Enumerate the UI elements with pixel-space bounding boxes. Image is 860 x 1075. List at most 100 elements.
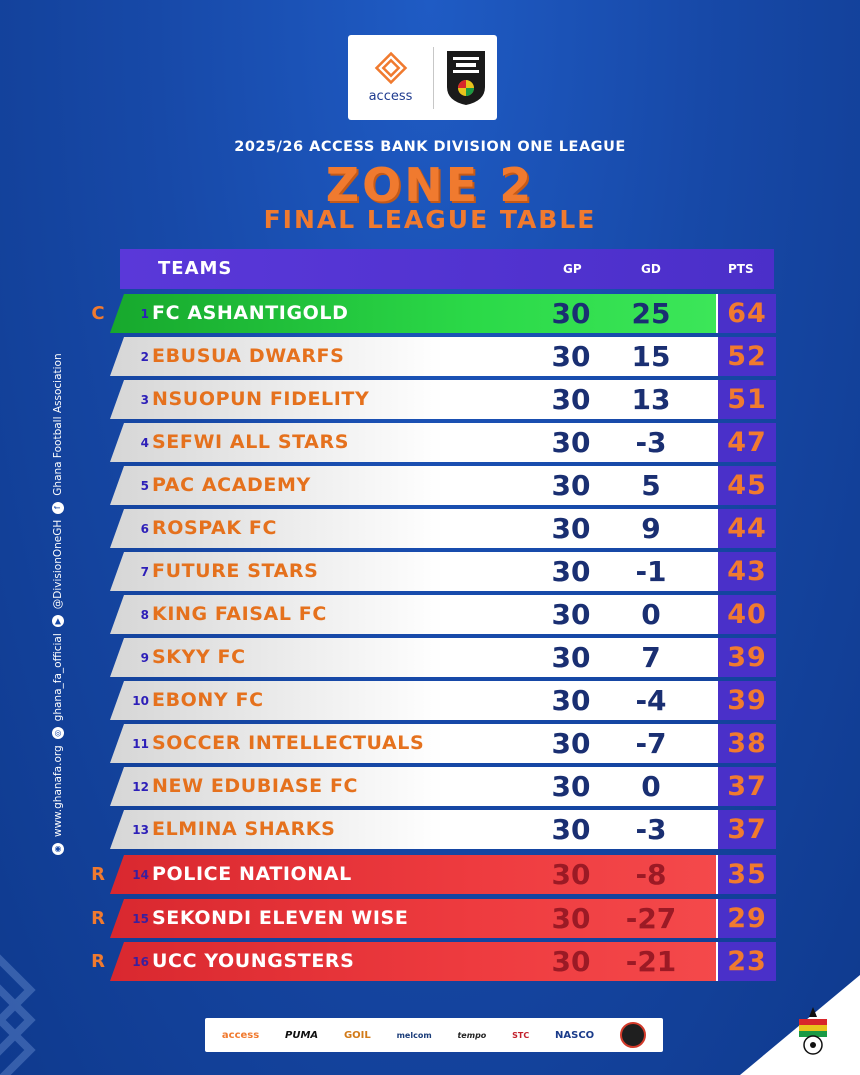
goal-difference: 5 (641, 469, 661, 502)
games-played: 30 (551, 512, 591, 545)
facebook-page[interactable]: Ghana Football Association (52, 353, 64, 496)
points: 44 (727, 513, 767, 544)
row-band (110, 294, 716, 333)
table-row: 8 KING FAISAL FC 30 0 40 (0, 595, 860, 634)
points: 64 (727, 298, 767, 329)
points-box: 51 (716, 380, 776, 419)
side-credits-line: ◉ www.ghanafa.org ◎ ghana_fa_official ▶ … (52, 353, 64, 855)
column-header-gd: GD (641, 262, 661, 276)
table-row: 9 SKYY FC 30 7 39 (0, 638, 860, 677)
points: 39 (727, 642, 767, 673)
points: 51 (727, 384, 767, 415)
games-played: 30 (551, 383, 591, 416)
games-played: 30 (551, 641, 591, 674)
access-bank-logo: access (348, 35, 433, 120)
goal-difference: 7 (641, 641, 661, 674)
sponsor-bar: access PUMA GOIL melcom tempo STC NASCO (205, 1018, 663, 1052)
logo-divider (433, 46, 434, 109)
goal-difference: 0 (641, 770, 661, 803)
games-played: 30 (551, 813, 591, 846)
column-header-gp: GP (563, 262, 582, 276)
goal-difference: 15 (631, 340, 671, 373)
table-row: 5 PAC ACADEMY 30 5 45 (0, 466, 860, 505)
row-band (110, 423, 716, 462)
goal-difference: -27 (625, 902, 677, 935)
team-name: EBUSUA DWARFS (152, 345, 345, 367)
table-row: 4 SEFWI ALL STARS 30 -3 47 (0, 423, 860, 462)
position: 12 (132, 780, 149, 794)
goal-difference: 13 (631, 383, 671, 416)
points-box: 29 (716, 899, 776, 938)
table-row: 3 NSUOPUN FIDELITY 30 13 51 (0, 380, 860, 419)
twitter-icon: ▶ (52, 615, 64, 628)
division-one-shield-icon (446, 50, 485, 105)
team-name: SOCCER INTELLECTUALS (152, 732, 425, 754)
table-row: R 15 SEKONDI ELEVEN WISE 30 -27 29 (0, 899, 860, 938)
goal-difference: -21 (625, 945, 677, 978)
column-header-pts: PTS (728, 262, 754, 276)
points: 23 (727, 946, 767, 977)
position: 5 (140, 479, 149, 493)
website-link[interactable]: www.ghanafa.org (52, 745, 64, 837)
points: 40 (727, 599, 767, 630)
points-box: 47 (716, 423, 776, 462)
table-row: 11 SOCCER INTELLECTUALS 30 -7 38 (0, 724, 860, 763)
points-box: 39 (716, 681, 776, 720)
row-band (110, 337, 716, 376)
team-name: ROSPAK FC (152, 517, 278, 539)
table-row: 6 ROSPAK FC 30 9 44 (0, 509, 860, 548)
games-played: 30 (551, 770, 591, 803)
row-band (110, 552, 716, 591)
column-header-teams: TEAMS (158, 258, 233, 279)
goal-difference: -7 (635, 727, 667, 760)
row-band (110, 509, 716, 548)
goal-difference: -3 (635, 813, 667, 846)
table-row: R 16 UCC YOUNGSTERS 30 -21 23 (0, 942, 860, 981)
games-played: 30 (551, 340, 591, 373)
row-band (110, 855, 716, 894)
side-credits: ◉ www.ghanafa.org ◎ ghana_fa_official ▶ … (42, 335, 64, 855)
team-name: UCC YOUNGSTERS (152, 950, 355, 972)
points: 45 (727, 470, 767, 501)
table-subtitle: FINAL LEAGUE TABLE (263, 205, 597, 234)
season-title: 2025/26 ACCESS BANK DIVISION ONE LEAGUE (234, 139, 626, 155)
table-row: 10 EBONY FC 30 -4 39 (0, 681, 860, 720)
games-played: 30 (551, 684, 591, 717)
goal-difference: 25 (631, 297, 671, 330)
team-name: SEFWI ALL STARS (152, 431, 350, 453)
row-band (110, 810, 716, 849)
goal-difference: -3 (635, 426, 667, 459)
points: 38 (727, 728, 767, 759)
decorative-chevrons (0, 954, 36, 1075)
points-box: 40 (716, 595, 776, 634)
goal-difference: -1 (635, 555, 667, 588)
table-row: 12 NEW EDUBIASE FC 30 0 37 (0, 767, 860, 806)
position: 4 (140, 436, 149, 450)
points-box: 45 (716, 466, 776, 505)
position: 16 (132, 955, 149, 969)
row-band (110, 899, 716, 938)
zone-title: ZONE 2 (325, 158, 535, 212)
team-name: FC ASHANTIGOLD (152, 302, 349, 324)
twitter-handle[interactable]: @DivisionOneGH (52, 519, 64, 610)
points: 47 (727, 427, 767, 458)
row-band (110, 942, 716, 981)
facebook-icon: f (52, 501, 64, 514)
points: 52 (727, 341, 767, 372)
points-box: 64 (716, 294, 776, 333)
position: 6 (140, 522, 149, 536)
row-band (110, 466, 716, 505)
games-played: 30 (551, 902, 591, 935)
games-played: 30 (551, 297, 591, 330)
team-name: FUTURE STARS (152, 560, 319, 582)
team-name: NSUOPUN FIDELITY (152, 388, 370, 410)
position: 13 (132, 823, 149, 837)
sponsor-puma: PUMA (285, 1029, 319, 1041)
sponsor-access: access (221, 1029, 260, 1041)
points: 37 (727, 771, 767, 802)
instagram-handle[interactable]: ghana_fa_official (52, 633, 64, 722)
position: 3 (140, 393, 149, 407)
games-played: 30 (551, 469, 591, 502)
points-box: 37 (716, 767, 776, 806)
table-header: TEAMS GP GD PTS (120, 249, 774, 289)
